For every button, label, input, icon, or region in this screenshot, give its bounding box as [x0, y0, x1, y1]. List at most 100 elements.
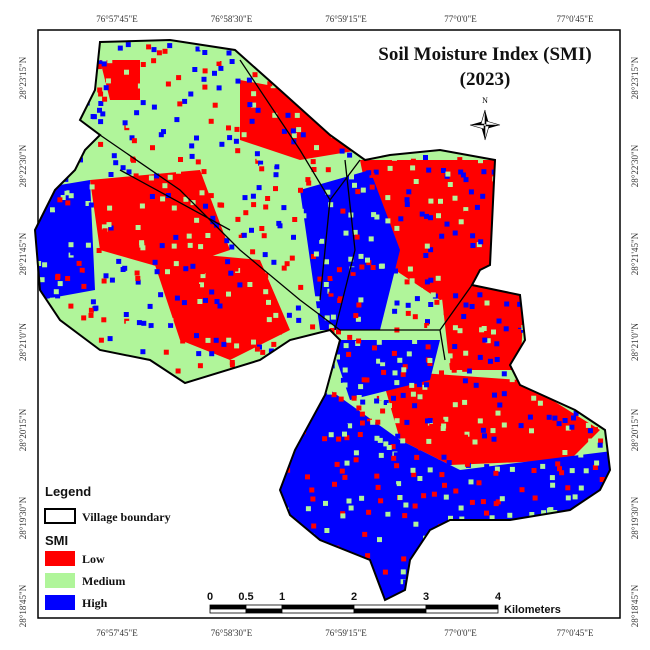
smi-cell: [453, 488, 459, 494]
smi-cell: [276, 329, 282, 335]
smi-cell: [406, 351, 412, 357]
smi-cell: [374, 435, 380, 441]
smi-cell: [317, 497, 323, 503]
smi-cell: [158, 292, 164, 298]
longitude-label: 77°0'0"E: [444, 14, 477, 24]
smi-cell: [122, 265, 128, 271]
smi-cell: [409, 278, 415, 284]
smi-cell: [477, 292, 483, 298]
smi-cell: [424, 243, 430, 249]
smi-cell: [130, 245, 136, 251]
smi-cell: [562, 450, 568, 455]
smi-cell: [262, 252, 268, 258]
smi-cell: [400, 392, 406, 398]
smi-cell: [523, 452, 529, 458]
smi-cell: [179, 368, 185, 374]
smi-cell: [330, 314, 336, 320]
smi-cell: [385, 511, 391, 517]
smi-cell: [101, 317, 107, 323]
smi-cell: [208, 118, 214, 124]
smi-cell: [161, 129, 166, 135]
smi-cell: [542, 487, 548, 492]
smi-cell: [190, 263, 196, 269]
smi-cell: [247, 282, 253, 287]
smi-cell: [117, 45, 123, 51]
smi-cell: [53, 289, 59, 295]
smi-cell: [155, 83, 161, 89]
smi-cell: [323, 500, 328, 506]
smi-cell: [519, 474, 525, 480]
smi-cell: [598, 438, 604, 444]
smi-cell: [385, 218, 391, 224]
smi-cell: [425, 418, 430, 424]
smi-cell: [429, 501, 434, 506]
smi-cell: [269, 137, 275, 143]
smi-cell: [519, 487, 525, 493]
smi-cell: [347, 152, 353, 158]
smi-cell: [323, 282, 329, 287]
smi-cell: [409, 372, 414, 378]
smi-cell: [392, 155, 397, 161]
smi-cell: [76, 260, 82, 266]
smi-cell: [390, 538, 395, 544]
smi-cell: [425, 344, 431, 350]
smi-cell: [423, 253, 429, 258]
smi-cell: [342, 474, 348, 480]
smi-cell: [335, 354, 340, 360]
smi-cell: [516, 478, 522, 484]
smi-cell: [79, 267, 85, 273]
smi-cell: [438, 198, 443, 204]
smi-cell: [478, 158, 483, 164]
smi-cell: [274, 164, 280, 170]
smi-cell: [54, 205, 60, 211]
smi-cell: [190, 298, 196, 304]
smi-cell: [477, 418, 483, 424]
smi-cell: [175, 368, 181, 374]
latitude-label: 28°19'30"N: [18, 496, 28, 539]
smi-cell: [367, 418, 372, 424]
smi-cell: [352, 375, 358, 381]
smi-cell: [93, 305, 99, 311]
scale-segment: [425, 608, 499, 614]
smi-cell: [55, 273, 61, 279]
smi-cell: [342, 431, 347, 437]
smi-cell: [265, 260, 271, 266]
smi-cell: [216, 61, 222, 66]
smi-cell: [339, 148, 345, 154]
smi-cell: [464, 461, 470, 467]
smi-cell: [528, 437, 534, 443]
smi-cell: [126, 169, 132, 175]
smi-cell: [107, 205, 113, 211]
latitude-label: 28°20'15"N: [18, 408, 28, 451]
smi-cell: [301, 213, 307, 219]
smi-cell: [64, 236, 69, 241]
smi-cell: [260, 349, 266, 355]
smi-cell: [557, 466, 562, 472]
smi-cell: [227, 135, 233, 141]
smi-cell: [140, 62, 146, 67]
smi-cell: [285, 112, 291, 118]
smi-cell: [361, 377, 367, 383]
smi-cell: [487, 358, 493, 364]
smi-cell: [98, 91, 104, 97]
smi-cell: [147, 331, 153, 337]
smi-cell: [350, 270, 356, 276]
smi-cell: [409, 536, 415, 542]
smi-cell: [529, 512, 535, 517]
smi-cell: [180, 318, 186, 324]
smi-cell: [480, 499, 486, 505]
smi-cell: [201, 169, 207, 175]
smi-cell: [358, 297, 364, 303]
smi-cell: [90, 114, 96, 119]
smi-cell: [387, 165, 393, 171]
smi-cell: [57, 281, 63, 287]
smi-cell: [98, 337, 104, 343]
smi-cell: [350, 267, 356, 273]
smi-cell: [140, 349, 146, 355]
smi-cell: [427, 361, 433, 366]
smi-cell: [447, 193, 453, 198]
smi-cell: [235, 78, 241, 84]
smi-cell: [173, 234, 179, 240]
smi-cell: [211, 281, 217, 287]
